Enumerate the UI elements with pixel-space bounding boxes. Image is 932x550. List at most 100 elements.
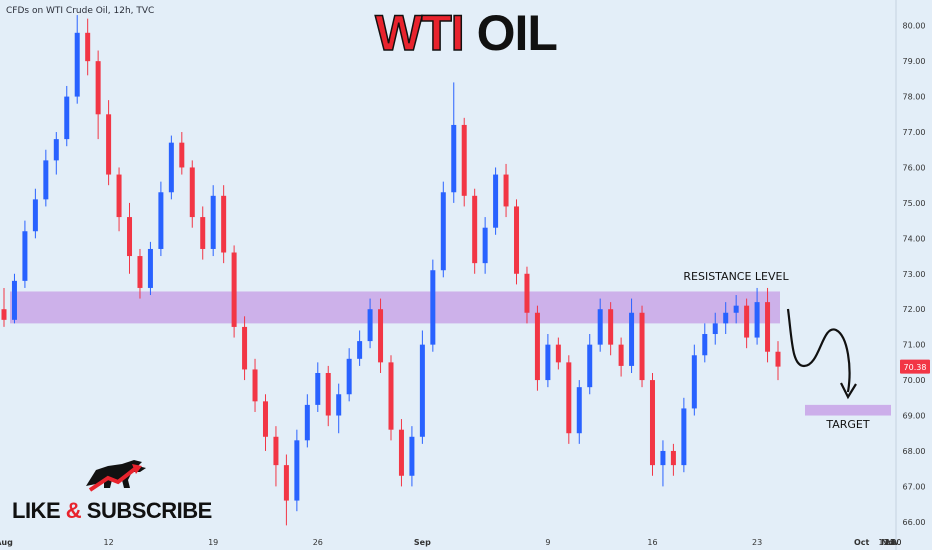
candle-body[interactable]: [775, 351, 781, 367]
candle-body[interactable]: [430, 270, 436, 345]
candle-body[interactable]: [472, 195, 478, 264]
candle-body[interactable]: [534, 312, 540, 381]
candle-body[interactable]: [702, 334, 708, 356]
y-tick-label: 70.00: [903, 376, 926, 385]
candle-body[interactable]: [733, 305, 739, 313]
candle-body[interactable]: [262, 401, 268, 437]
candle-body[interactable]: [744, 305, 750, 338]
candle-body[interactable]: [545, 344, 551, 381]
candle-body[interactable]: [116, 174, 122, 218]
candle-body[interactable]: [409, 436, 415, 476]
y-tick-label: 80.00: [903, 22, 926, 31]
candle-body[interactable]: [22, 231, 28, 281]
candle-body[interactable]: [576, 387, 582, 434]
candle-body[interactable]: [639, 312, 645, 381]
candle-body[interactable]: [1, 309, 7, 320]
x-tick-label: 13:00: [878, 538, 901, 547]
candle-body[interactable]: [587, 344, 593, 388]
candle-body[interactable]: [398, 429, 404, 476]
candle-body[interactable]: [608, 309, 614, 345]
projection-arrow: [786, 308, 851, 393]
candle-body[interactable]: [252, 369, 258, 402]
candle-body[interactable]: [723, 312, 729, 324]
y-tick-label: 72.00: [903, 305, 926, 314]
candle-body[interactable]: [482, 227, 488, 264]
candle-body[interactable]: [315, 372, 321, 405]
candle-body[interactable]: [74, 32, 80, 97]
candle-body[interactable]: [273, 436, 279, 466]
candle-body[interactable]: [691, 355, 697, 409]
candle-body[interactable]: [514, 206, 520, 274]
x-tick-label: 12: [104, 538, 114, 547]
candle-body[interactable]: [629, 312, 635, 366]
candle-body[interactable]: [618, 344, 624, 366]
candle-body[interactable]: [85, 32, 91, 62]
candle-body[interactable]: [346, 358, 352, 395]
candle-body[interactable]: [294, 440, 300, 501]
candle-body[interactable]: [503, 174, 509, 207]
candle-body[interactable]: [378, 309, 384, 363]
candle-body[interactable]: [304, 404, 310, 441]
candle-body[interactable]: [158, 192, 164, 249]
candle-body[interactable]: [53, 139, 59, 161]
title-wti: WTI: [374, 4, 465, 62]
arrow-head-icon: [840, 382, 857, 400]
candle-body[interactable]: [712, 323, 718, 335]
candle-body[interactable]: [32, 199, 38, 232]
candle-body[interactable]: [147, 248, 153, 288]
candle-body[interactable]: [597, 309, 603, 345]
candle-body[interactable]: [357, 341, 363, 359]
candle-body[interactable]: [336, 394, 342, 416]
candle-body[interactable]: [754, 302, 760, 338]
candle-body[interactable]: [524, 273, 530, 313]
x-tick-label: 18: [885, 538, 895, 547]
candle-body[interactable]: [168, 142, 174, 193]
candle-body[interactable]: [388, 362, 394, 430]
y-tick-label: 75.00: [903, 199, 926, 208]
candle-body[interactable]: [566, 362, 572, 434]
candle-body[interactable]: [555, 344, 561, 363]
candle-body[interactable]: [179, 142, 185, 168]
resistance-zone: [10, 291, 780, 324]
candle-body[interactable]: [451, 124, 457, 193]
x-tick-label: 21: [885, 538, 895, 547]
candle-body[interactable]: [231, 252, 237, 327]
x-tick-label: 19: [208, 538, 218, 547]
candle-body[interactable]: [367, 309, 373, 342]
candle-body[interactable]: [95, 61, 101, 115]
x-tick-label: 16: [647, 538, 657, 547]
candle-body[interactable]: [242, 326, 248, 370]
candle-body[interactable]: [660, 450, 666, 466]
x-tick-label: Oct: [854, 538, 870, 547]
x-tick-label: 14: [885, 538, 895, 547]
candle-body[interactable]: [670, 450, 676, 466]
candle-body[interactable]: [461, 124, 467, 196]
x-tick-label: Nov: [881, 538, 899, 547]
candle-body[interactable]: [419, 344, 425, 437]
chart-source-label: CFDs on WTI Crude Oil, 12h, TVC: [6, 6, 155, 16]
candle-body[interactable]: [137, 256, 143, 288]
y-tick-label: 67.00: [903, 482, 926, 491]
candle-body[interactable]: [493, 174, 499, 228]
candle-body[interactable]: [440, 192, 446, 271]
candle-body[interactable]: [221, 195, 227, 253]
candle-body[interactable]: [681, 408, 687, 466]
candle-body[interactable]: [283, 465, 289, 501]
candle-body[interactable]: [43, 160, 49, 200]
candle-body[interactable]: [649, 380, 655, 466]
candle-body[interactable]: [64, 96, 70, 140]
candle-body[interactable]: [200, 217, 206, 249]
candle-body[interactable]: [106, 114, 112, 175]
subscribe-badge[interactable]: LIKE & SUBSCRIBE: [10, 456, 212, 526]
candle-body[interactable]: [11, 280, 17, 320]
target-zone: [805, 404, 891, 416]
candle-body[interactable]: [325, 372, 331, 416]
x-tick-label: 13:00: [878, 538, 901, 547]
candle-body[interactable]: [210, 195, 216, 249]
candle-body[interactable]: [127, 217, 133, 257]
candle-body[interactable]: [765, 302, 771, 352]
candle-body[interactable]: [189, 167, 195, 218]
bull-logo-icon: [86, 460, 146, 492]
y-tick-label: 74.00: [903, 234, 926, 243]
